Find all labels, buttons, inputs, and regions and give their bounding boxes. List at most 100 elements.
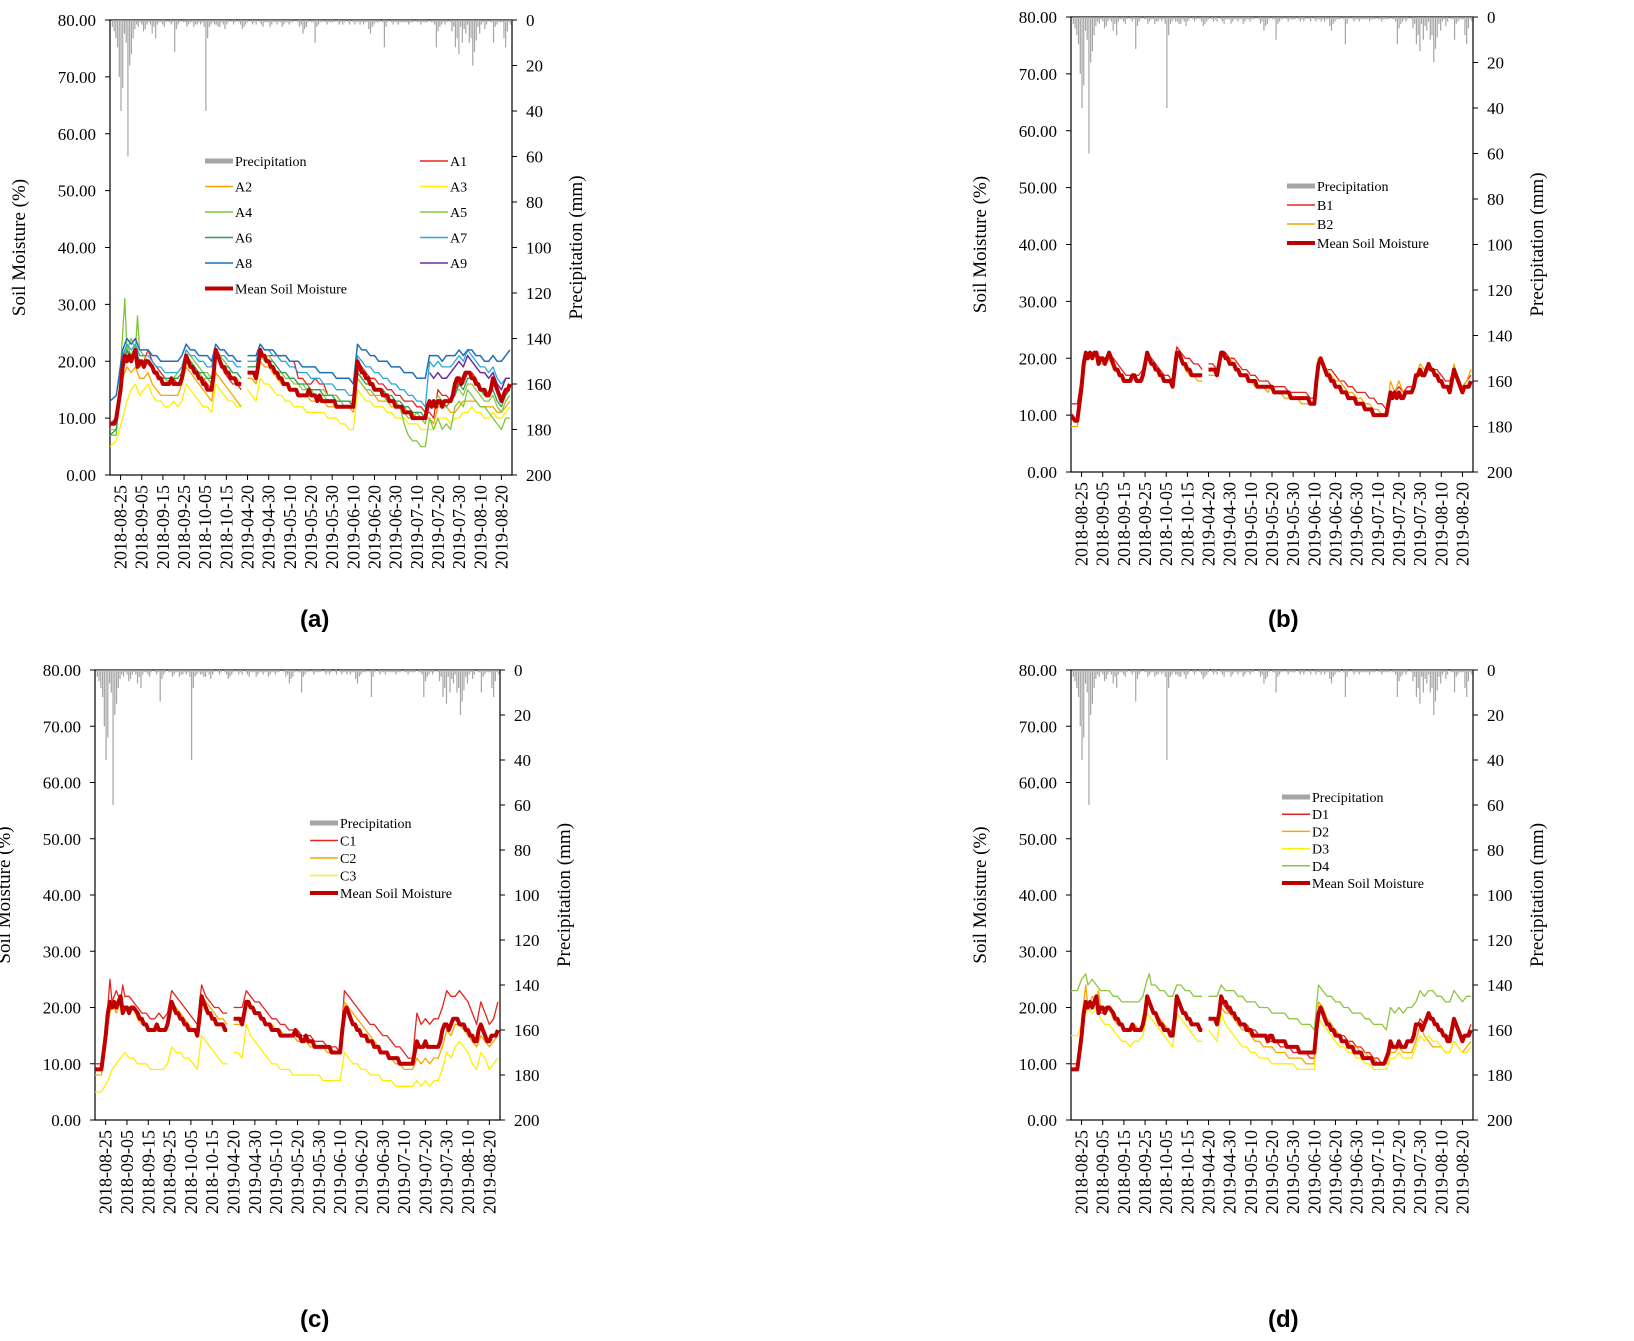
precip-bar xyxy=(1285,17,1288,20)
precip-bar xyxy=(1261,670,1263,675)
precip-bar xyxy=(141,20,143,25)
precip-bar xyxy=(453,20,455,27)
precip-bar xyxy=(1076,670,1078,688)
precip-bar xyxy=(1440,17,1442,31)
y-axis-left-title: Soil Moisture (%) xyxy=(0,826,15,963)
precip-bar xyxy=(473,670,476,675)
precip-bar xyxy=(1129,17,1132,20)
precip-bar xyxy=(1278,17,1281,22)
ytick-right-label: 60 xyxy=(526,148,543,167)
precip-bar xyxy=(1379,670,1381,673)
precip-bar xyxy=(239,20,242,25)
xtick-label: 2018-09-25 xyxy=(1135,482,1155,566)
precip-bar xyxy=(428,670,430,675)
ytick-left-label: 20.00 xyxy=(43,999,81,1018)
precip-bar xyxy=(1330,17,1333,31)
precip-bar xyxy=(1109,670,1111,673)
precip-bar xyxy=(1152,17,1154,20)
precip-bar xyxy=(1173,670,1175,673)
precip-bar xyxy=(376,20,379,23)
chart-a-svg: 80.00 70.00 60.00 50.00 40.00 30.00 20.00 10.00… xyxy=(9,11,587,569)
precip-bar xyxy=(1429,670,1431,693)
xtick-label: 2019-06-10 xyxy=(1304,482,1324,566)
precip-bar xyxy=(335,670,338,675)
precip-bar xyxy=(1135,17,1137,49)
ytick-right-label: 120 xyxy=(526,284,552,303)
precip-bar xyxy=(150,670,153,673)
precip-bar xyxy=(1343,17,1345,20)
precip-bar xyxy=(1452,17,1454,20)
precip-bar xyxy=(1258,17,1260,20)
precip-bar xyxy=(317,20,320,25)
precip-bar xyxy=(138,670,140,677)
precip-bar xyxy=(1252,17,1255,20)
precip-bar xyxy=(1334,17,1336,22)
precip-bar xyxy=(1133,17,1135,20)
precip-bar xyxy=(111,20,113,27)
precip-bar xyxy=(1433,17,1435,63)
precip-bar xyxy=(494,670,496,682)
precip-bar xyxy=(1277,670,1279,677)
precip-bar xyxy=(171,670,174,677)
ytick-left-label: 40.00 xyxy=(43,886,81,905)
precip-bar xyxy=(385,20,387,27)
precip-bar xyxy=(1117,670,1119,675)
precip-bar xyxy=(319,20,321,23)
xtick-label: 2018-09-25 xyxy=(1135,1130,1155,1214)
xtick-label: 2019-06-30 xyxy=(1347,1130,1367,1214)
precip-bar xyxy=(198,20,200,23)
panel-label-b: (b) xyxy=(1268,606,1299,633)
precip-bar xyxy=(1266,17,1269,24)
precip-bar xyxy=(1414,17,1416,24)
precip-bar xyxy=(368,20,370,30)
precip-bar xyxy=(114,670,116,715)
precip-bar xyxy=(136,670,139,684)
legend-label: B2 xyxy=(1317,218,1333,233)
precip-bar xyxy=(420,20,422,25)
precip-bar xyxy=(1332,17,1334,24)
precip-bar xyxy=(418,20,420,23)
precip-bar xyxy=(349,20,351,25)
series-line xyxy=(110,337,242,402)
precip-bar xyxy=(1176,670,1178,675)
precip-bar xyxy=(1102,17,1104,22)
chart-b-svg: 80.00 70.00 60.00 50.00 40.00 30.00 20.00 10.00… xyxy=(970,8,1548,566)
precip-bar xyxy=(451,20,453,32)
precip-bar xyxy=(348,670,350,673)
precip-bar xyxy=(489,670,491,673)
series-line xyxy=(1208,1001,1472,1065)
precip-bar xyxy=(299,670,301,673)
xtick-label: 2019-04-20 xyxy=(1199,482,1219,566)
xtick-label: 2018-09-15 xyxy=(1114,482,1134,566)
precip-bar xyxy=(1249,670,1251,675)
xtick-label: 2019-07-20 xyxy=(1389,482,1409,566)
precip-bar xyxy=(397,670,399,673)
precip-bar xyxy=(1105,17,1107,27)
xtick-label: 2019-08-20 xyxy=(479,1130,499,1214)
xtick-label: 2019-04-20 xyxy=(238,485,258,569)
precip-bar xyxy=(1356,17,1359,20)
ytick-right-label: 60 xyxy=(1487,145,1504,164)
ytick-left-label: 10.00 xyxy=(58,409,96,428)
precip-bar xyxy=(321,20,323,23)
precip-bar xyxy=(353,670,355,673)
precip-bar xyxy=(193,20,195,27)
precip-bar xyxy=(395,670,397,675)
precip-bar xyxy=(163,20,165,27)
xtick-label: 2019-06-30 xyxy=(373,1130,393,1214)
ytick-left-label: 40.00 xyxy=(1019,886,1057,905)
precip-bar xyxy=(144,20,146,30)
precip-bar xyxy=(1258,670,1260,673)
precip-bar xyxy=(1195,670,1197,673)
precip-bar xyxy=(248,670,250,677)
precip-bar xyxy=(1265,17,1267,27)
precip-bar xyxy=(170,670,172,673)
precip-bar xyxy=(452,670,455,684)
ytick-right-label: 100 xyxy=(1487,236,1513,255)
precip-bar xyxy=(1091,17,1094,52)
series-line xyxy=(247,347,512,421)
precip-bar xyxy=(1116,670,1118,688)
precip-bar xyxy=(100,670,102,688)
precip-bar xyxy=(442,20,444,23)
xtick-label: 2018-08-25 xyxy=(1072,482,1092,566)
